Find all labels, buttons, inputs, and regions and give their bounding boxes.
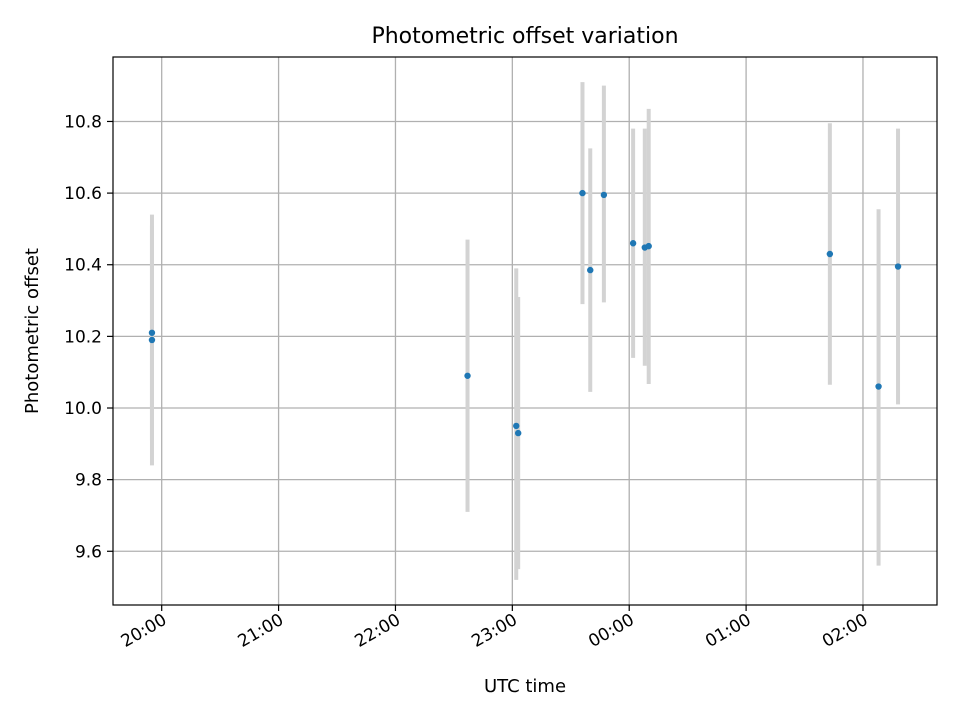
data-point <box>464 372 471 379</box>
grid <box>113 57 937 605</box>
data-point <box>826 250 834 258</box>
y-tick-label: 10.2 <box>64 327 102 347</box>
data-point <box>894 263 902 270</box>
x-axis-label: UTC time <box>484 676 566 697</box>
data-point <box>629 240 637 247</box>
y-tick-label: 10.0 <box>64 399 102 419</box>
data-point <box>875 383 882 390</box>
data-point <box>579 189 586 197</box>
data-point <box>148 336 156 344</box>
data-point <box>513 422 520 430</box>
data-point <box>587 266 594 274</box>
y-axis-label: Photometric offset <box>22 248 43 414</box>
y-tick-label: 9.6 <box>75 542 102 562</box>
y-tick-label: 10.4 <box>64 256 102 276</box>
data-point <box>645 242 652 250</box>
chart-title: Photometric offset variation <box>371 24 678 49</box>
y-tick-label: 10.8 <box>64 112 102 132</box>
data-points <box>148 189 902 437</box>
data-point <box>514 429 522 437</box>
y-tick-label: 9.8 <box>75 471 102 491</box>
data-point <box>148 329 156 336</box>
plot-frame <box>112 56 938 606</box>
data-point <box>600 191 608 199</box>
y-tick-label: 10.6 <box>64 184 102 204</box>
y-axis-ticks: 9.6 9.8 10.0 10.2 10.4 10.6 10.8 <box>64 112 113 562</box>
